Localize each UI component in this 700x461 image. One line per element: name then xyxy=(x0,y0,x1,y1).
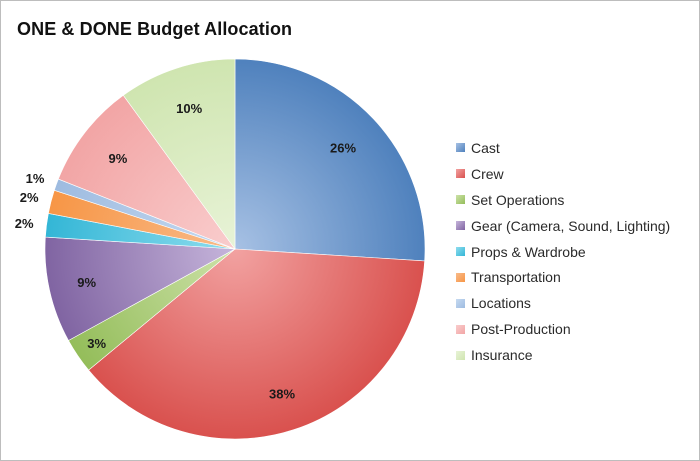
legend-item-crew: Crew xyxy=(456,161,670,187)
legend-label: Transportation xyxy=(471,269,561,286)
legend-item-cast: Cast xyxy=(456,135,670,161)
data-label-set-operations: 3% xyxy=(87,336,106,351)
legend-item-props-wardrobe: Props & Wardrobe xyxy=(456,239,670,265)
legend-label: Insurance xyxy=(471,347,533,364)
legend-label: Post-Production xyxy=(471,321,571,338)
data-label-insurance: 10% xyxy=(176,101,202,116)
data-label-gear-camera-sound-lighting: 9% xyxy=(77,275,96,290)
legend-swatch xyxy=(456,247,465,256)
pie-slice-crew xyxy=(88,248,425,440)
pie-slice-post-production xyxy=(57,94,236,250)
legend-item-gear-camera-sound-lighting: Gear (Camera, Sound, Lighting) xyxy=(456,213,670,239)
legend-label: Gear (Camera, Sound, Lighting) xyxy=(471,217,671,234)
chart-title: ONE & DONE Budget Allocation xyxy=(17,19,293,39)
legend-swatch xyxy=(456,195,465,205)
pie-slice-cast xyxy=(234,58,426,262)
legend-label: Cast xyxy=(471,139,500,156)
data-label-props-wardrobe: 2% xyxy=(15,216,34,231)
legend-label: Locations xyxy=(471,295,531,312)
legend-swatch xyxy=(456,169,465,179)
legend-item-insurance: Insurance xyxy=(456,342,670,368)
data-label-cast: 26% xyxy=(330,141,356,156)
legend-item-post-production: Post-Production xyxy=(456,316,670,342)
legend-label: Crew xyxy=(471,165,504,182)
legend-item-transportation: Transportation xyxy=(456,264,670,290)
legend-swatch xyxy=(456,298,465,308)
legend-swatch xyxy=(456,221,465,231)
legend-swatch xyxy=(456,350,465,360)
legend-swatch xyxy=(456,143,465,153)
pie-slice-insurance xyxy=(122,58,236,250)
data-label-post-production: 9% xyxy=(109,151,128,166)
data-label-locations: 1% xyxy=(26,171,45,186)
legend-swatch xyxy=(456,272,465,282)
legend: Cast Crew Set Operations Gear (Camera, Soun… xyxy=(456,135,670,368)
data-label-transportation: 2% xyxy=(20,190,39,205)
pie-slice-gear-camera-sound-lighting xyxy=(44,236,237,341)
legend-swatch xyxy=(456,324,465,334)
legend-item-set-operations: Set Operations xyxy=(456,187,670,213)
legend-label: Set Operations xyxy=(471,191,565,208)
legend-item-locations: Locations xyxy=(456,290,670,316)
legend-label: Props & Wardrobe xyxy=(471,243,586,260)
data-label-crew: 38% xyxy=(269,387,295,402)
